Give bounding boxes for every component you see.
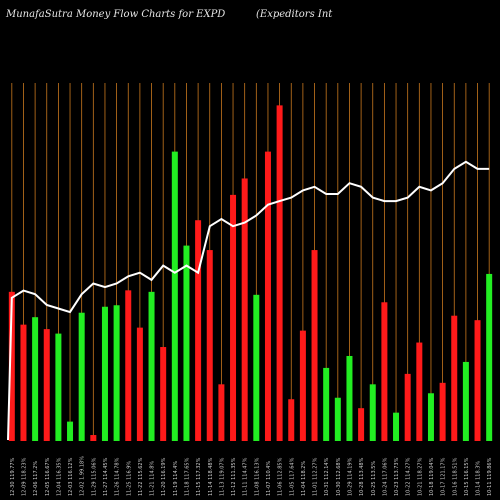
money-flow-bar [183, 245, 190, 441]
x-tick-label: 11-01 112.27% [313, 457, 319, 496]
x-tick-label: 10-23 113.73% [394, 457, 400, 496]
money-flow-bar [299, 330, 306, 441]
money-flow-bar [393, 412, 400, 441]
money-flow-bar [381, 302, 388, 441]
money-flow-bar [474, 320, 481, 441]
money-flow-bar [195, 220, 202, 441]
money-flow-bar [451, 315, 458, 441]
money-flow-bar [20, 324, 27, 441]
x-tick-label: 12-02 1.99.18% [80, 456, 86, 496]
money-flow-bar [404, 373, 411, 441]
x-tick-label: 11-27 114.45% [103, 457, 109, 496]
x-tick-label: 10-14 118.3% [476, 461, 482, 496]
x-tick-label: 11-22 115.62% [138, 457, 144, 496]
money-flow-bar [90, 435, 97, 441]
x-tick-label: 11-06 112.85% [278, 457, 284, 496]
x-tick-label: 11-07 110.4% [266, 461, 272, 496]
x-tick-label: 11-12 111.35% [231, 457, 237, 496]
money-flow-bar [55, 333, 62, 441]
money-flow-bar [486, 273, 493, 441]
price-line [7, 160, 490, 441]
x-tick-label: 11-13 119.07% [219, 457, 225, 496]
money-flow-bar [148, 291, 155, 441]
money-flow-bar [462, 361, 469, 441]
money-flow-bar [416, 342, 423, 441]
money-flow-bar [101, 306, 108, 441]
x-tick-label: 10-25 113.5% [371, 461, 377, 496]
money-flow-bar [218, 384, 225, 441]
x-tick-label: 11-26 114.78% [115, 457, 121, 496]
x-tick-label: 10-16 118.51% [452, 457, 458, 496]
x-tick-label: 11-19 114.4% [173, 461, 179, 496]
money-flow-bar [323, 367, 330, 441]
company-name: (Expeditors Int [256, 9, 333, 20]
money-flow-bar [113, 305, 120, 441]
x-tick-label: 10-22 114.27% [406, 457, 412, 496]
x-tick-label: 12-06 117.2% [33, 461, 39, 496]
money-flow-bar [334, 397, 341, 441]
x-tick-label: 11-25 116.9% [126, 461, 132, 496]
money-flow-bar [171, 151, 178, 441]
chart-title: MunafaSutra Money Flow Charts for EXPD [6, 9, 226, 20]
money-flow-bar [32, 317, 39, 441]
x-tick-label: 10-15 116.15% [464, 457, 470, 496]
x-tick-label: 11-05 117.64% [289, 457, 295, 496]
money-flow-bar [427, 393, 434, 441]
money-flow-bar [67, 421, 74, 441]
x-tick-label: 11-21 114.8% [150, 461, 156, 496]
x-tick-label: 11-18 117.65% [184, 457, 190, 496]
x-tick-label: 10-31 112.14% [324, 457, 330, 496]
x-tick-label: 11-14 118.48% [208, 457, 214, 496]
money-flow-bar [78, 312, 85, 441]
x-tick-label: 12-30 119.77% [10, 457, 16, 496]
x-tick-label: 12-05 116.67% [45, 457, 51, 496]
money-flow-bar [276, 105, 283, 441]
x-tick-label: 11-11 114.47% [243, 457, 249, 496]
money-flow-bar [8, 291, 15, 441]
money-flow-bar [230, 194, 237, 441]
x-tick-label: 10-17 121.17% [441, 457, 447, 496]
x-tick-label: 11-04 118.2% [301, 461, 307, 496]
x-tick-label: 10-21 118.27% [417, 457, 423, 496]
money-flow-bar [206, 250, 213, 441]
x-tick-label: 10-11 119.86% [487, 457, 493, 496]
money-flow-bar [136, 327, 143, 441]
x-tick-label: 10-24 117.06% [382, 457, 388, 496]
money-flow-bar [439, 382, 446, 441]
money-flow-bar [160, 347, 167, 441]
money-flow-bar [358, 408, 365, 441]
x-tick-label: 10-29 114.19% [347, 457, 353, 496]
money-flow-bar [43, 329, 50, 441]
x-tick-label: 11-20 116.19% [161, 457, 167, 496]
x-tick-label: 11-29 115.06% [91, 457, 97, 496]
x-tick-label: 11-15 117.32% [196, 457, 202, 496]
money-flow-bar [369, 384, 376, 441]
money-flow-bar [311, 250, 318, 441]
x-tick-label: 10-30 112.68% [336, 457, 342, 496]
x-tick-label: 10-18 119.04% [429, 457, 435, 496]
money-flow-bar [264, 151, 271, 441]
x-tick-label: 12-03 116.12% [68, 457, 74, 496]
money-flow-bar [125, 290, 132, 441]
x-tick-label: 11-08 116.13% [254, 457, 260, 496]
money-flow-bar [346, 355, 353, 441]
money-flow-bar [288, 399, 295, 441]
money-flow-bar [241, 178, 248, 441]
money-flow-bar [253, 294, 260, 441]
x-tick-label: 10-28 113.48% [359, 457, 365, 496]
x-tick-label: 12-09 118.23% [21, 457, 27, 496]
x-tick-label: 12-04 116.35% [56, 457, 62, 496]
